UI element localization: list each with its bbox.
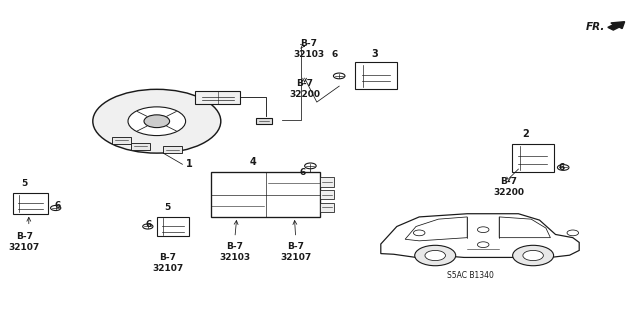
Text: 6: 6 [145,220,152,229]
FancyBboxPatch shape [13,193,48,214]
Circle shape [477,227,489,233]
FancyBboxPatch shape [320,203,334,212]
Circle shape [513,245,554,266]
Circle shape [523,250,543,261]
Text: 5: 5 [21,179,28,188]
Circle shape [93,89,221,153]
Circle shape [567,230,579,236]
Circle shape [425,250,445,261]
Circle shape [305,163,316,169]
Text: B-7
32107: B-7 32107 [280,242,311,262]
Text: 6: 6 [54,201,61,210]
Circle shape [128,107,186,136]
FancyBboxPatch shape [163,146,182,153]
Text: 2: 2 [523,129,529,139]
Circle shape [143,224,153,229]
Circle shape [415,245,456,266]
Text: B-7
32103: B-7 32103 [220,242,250,262]
Text: 5: 5 [164,203,171,212]
Text: B-7
32200: B-7 32200 [289,79,320,100]
FancyBboxPatch shape [112,137,131,144]
Text: 6: 6 [332,50,338,59]
Text: 3: 3 [371,49,378,59]
FancyBboxPatch shape [157,217,189,236]
Text: FR.: FR. [586,22,605,32]
FancyBboxPatch shape [256,118,272,124]
FancyBboxPatch shape [512,144,554,172]
Text: B-7
32107: B-7 32107 [152,253,183,273]
Text: B-7
32103: B-7 32103 [293,39,324,60]
Circle shape [477,242,489,248]
Circle shape [413,230,425,236]
Circle shape [51,205,61,211]
Text: S5AC B1340: S5AC B1340 [447,271,494,280]
Text: 1: 1 [186,159,193,169]
Text: 6: 6 [300,168,306,177]
FancyBboxPatch shape [355,62,397,89]
Circle shape [557,165,569,170]
FancyBboxPatch shape [320,190,334,199]
Circle shape [144,115,170,128]
Text: 4: 4 [250,158,256,167]
Text: B-7
32107: B-7 32107 [9,232,40,253]
FancyArrow shape [608,22,625,30]
FancyBboxPatch shape [195,91,240,104]
FancyBboxPatch shape [131,143,150,150]
Text: 6: 6 [559,163,565,172]
Text: B-7
32200: B-7 32200 [493,176,524,197]
Circle shape [333,73,345,79]
FancyBboxPatch shape [211,172,320,217]
FancyBboxPatch shape [320,177,334,187]
